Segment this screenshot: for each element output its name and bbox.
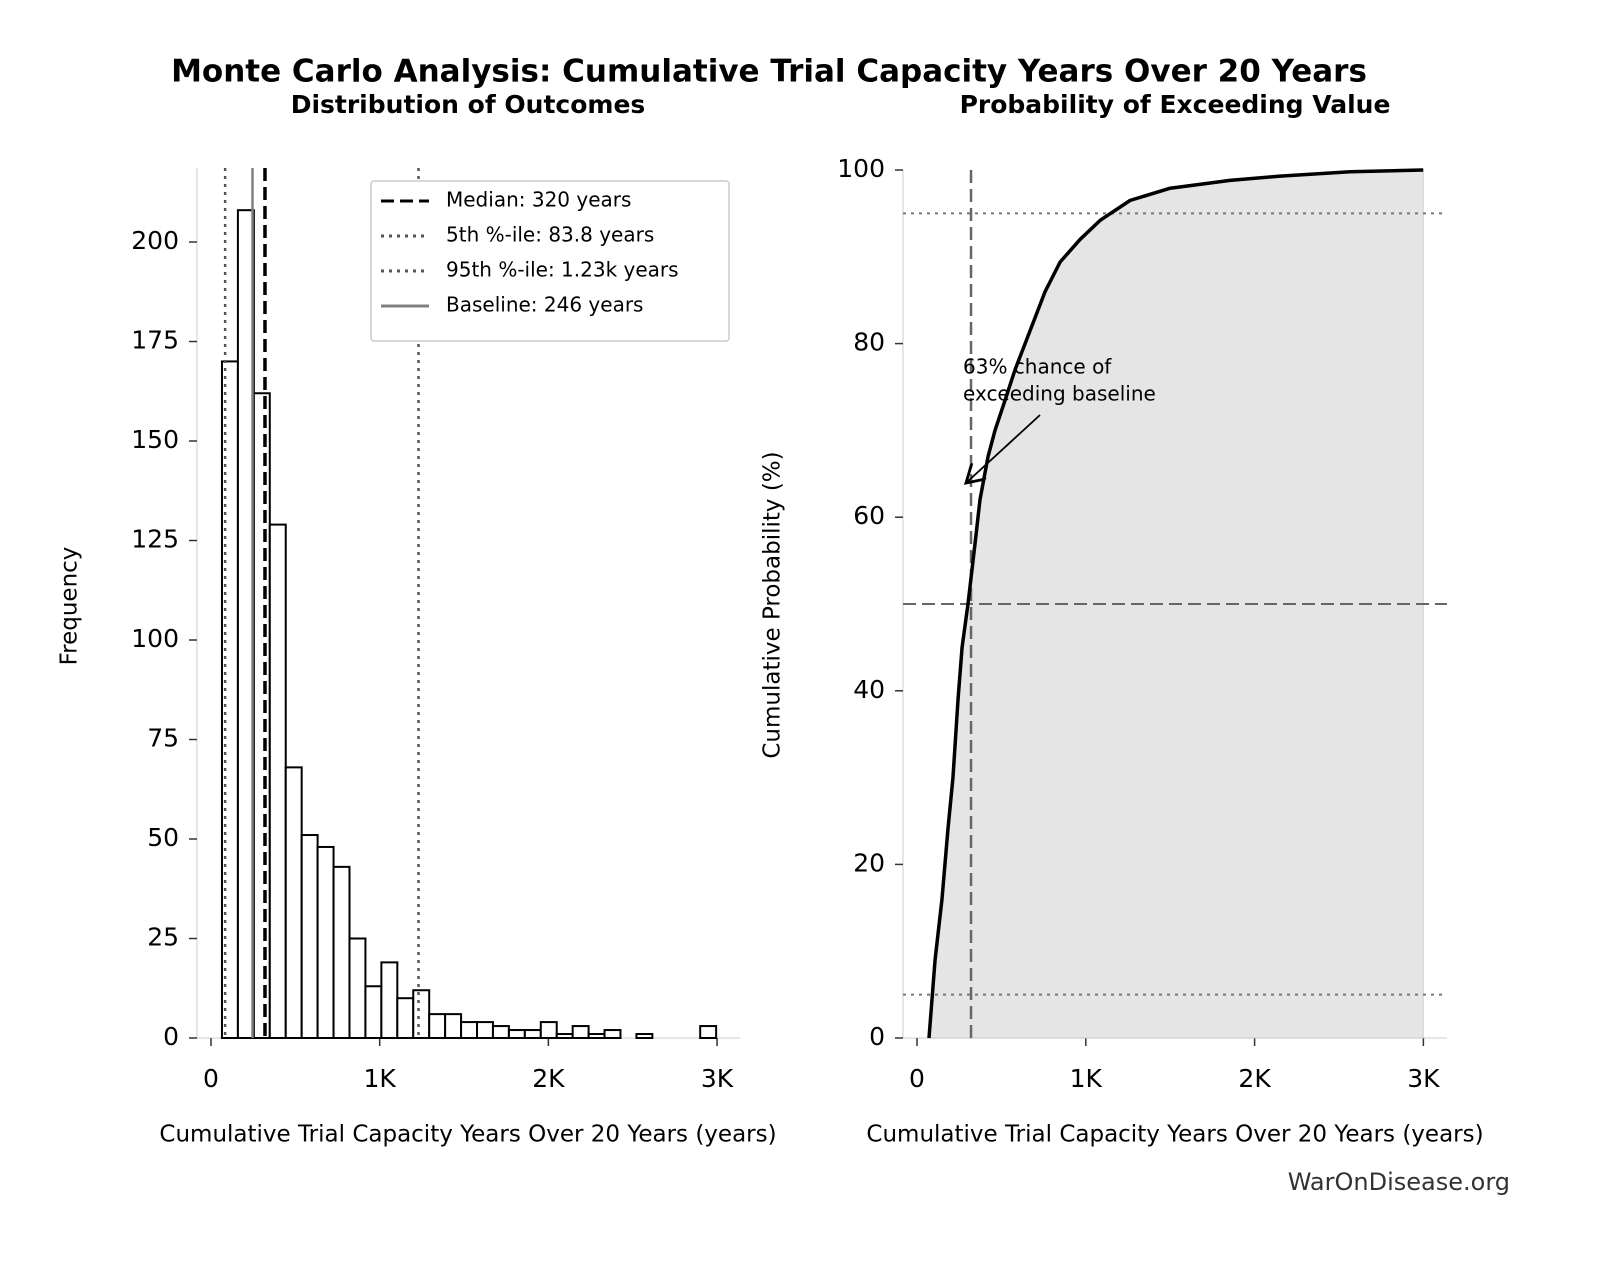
legend-label: Median: 320 years (446, 188, 631, 212)
bar (380, 961, 399, 1040)
bar (364, 985, 383, 1039)
bar (476, 1021, 494, 1039)
y-tick-label: 175 (131, 326, 179, 355)
bar (332, 865, 351, 1039)
legend-label: 95th %-ile: 1.23k years (446, 258, 679, 282)
x-tick-label: 0 (203, 1064, 219, 1093)
bar (396, 997, 415, 1040)
x-axis-label: Cumulative Trial Capacity Years Over 20 … (159, 1122, 776, 1148)
bar (428, 1013, 447, 1040)
axes: 0 1K 2K 3K 0 25 50 75 100 125 150 175 200 Median: 320… (131, 168, 740, 1093)
annotation-text: 63% chance of (963, 355, 1112, 379)
y-tick-label: 60 (853, 501, 885, 530)
bar (507, 1029, 526, 1040)
y-tick-label: 100 (131, 624, 179, 653)
watermark: WarOnDisease.org (1288, 1168, 1510, 1196)
x-tick-label: 3K (701, 1064, 734, 1093)
annotation: 63% chance of exceeding baseline (963, 355, 1156, 484)
bar (523, 1029, 542, 1040)
y-tick-label: 25 (147, 923, 179, 952)
y-tick-label: 40 (853, 675, 885, 704)
y-tick-label: 20 (853, 848, 885, 877)
x-tick-label: 1K (1070, 1064, 1103, 1093)
bar (300, 834, 319, 1040)
y-tick-label: 80 (853, 328, 885, 357)
y-tick-label: 0 (869, 1022, 885, 1051)
x-tick-label: 2K (1238, 1064, 1271, 1093)
y-tick-label: 125 (131, 525, 179, 554)
y-axis-label: Frequency (57, 547, 83, 666)
bar (587, 1033, 606, 1040)
y-tick-label: 200 (131, 226, 179, 255)
annotation-text: exceeding baseline (963, 382, 1156, 406)
y-tick-label: 50 (147, 823, 179, 852)
bar (460, 1021, 479, 1039)
x-tick-label: 0 (909, 1064, 925, 1093)
bar (635, 1033, 654, 1040)
bar (491, 1025, 510, 1040)
bar (412, 989, 431, 1039)
bar (603, 1029, 622, 1040)
bar (571, 1025, 590, 1040)
bar (555, 1033, 574, 1040)
y-tick-label: 150 (131, 425, 179, 454)
x-axis-label: Cumulative Trial Capacity Years Over 20 … (866, 1122, 1483, 1148)
cdf-line (927, 168, 1424, 1039)
bar (252, 392, 271, 1039)
y-axis-label: Cumulative Probability (%) (760, 451, 786, 758)
bar (348, 937, 367, 1039)
figure-title: Monte Carlo Analysis: Cumulative Trial C… (171, 54, 1367, 90)
annotation-arrow (966, 414, 1041, 483)
bar (539, 1021, 558, 1039)
legend-label: 5th %-ile: 83.8 years (446, 223, 654, 247)
legend: Median: 320 years 5th %-ile: 83.8 years 95… (370, 180, 730, 342)
subplot-title: Probability of Exceeding Value (960, 90, 1391, 119)
legend-box (370, 180, 730, 342)
y-tick-label: 0 (163, 1022, 179, 1051)
bar (444, 1013, 463, 1040)
bar (284, 766, 303, 1039)
subplot-title: Distribution of Outcomes (291, 90, 646, 119)
x-tick-label: 1K (364, 1064, 397, 1093)
legend-label: Baseline: 246 years (446, 293, 643, 317)
bar (268, 523, 287, 1039)
y-tick-label: 100 (837, 154, 885, 183)
bar (316, 845, 335, 1039)
x-tick-label: 2K (532, 1064, 565, 1093)
bar (699, 1025, 718, 1040)
x-tick-label: 3K (1407, 1064, 1440, 1093)
axes: 0 1K 2K 3K 0 20 40 60 80 100 (837, 154, 1447, 1093)
y-tick-label: 75 (147, 724, 179, 753)
